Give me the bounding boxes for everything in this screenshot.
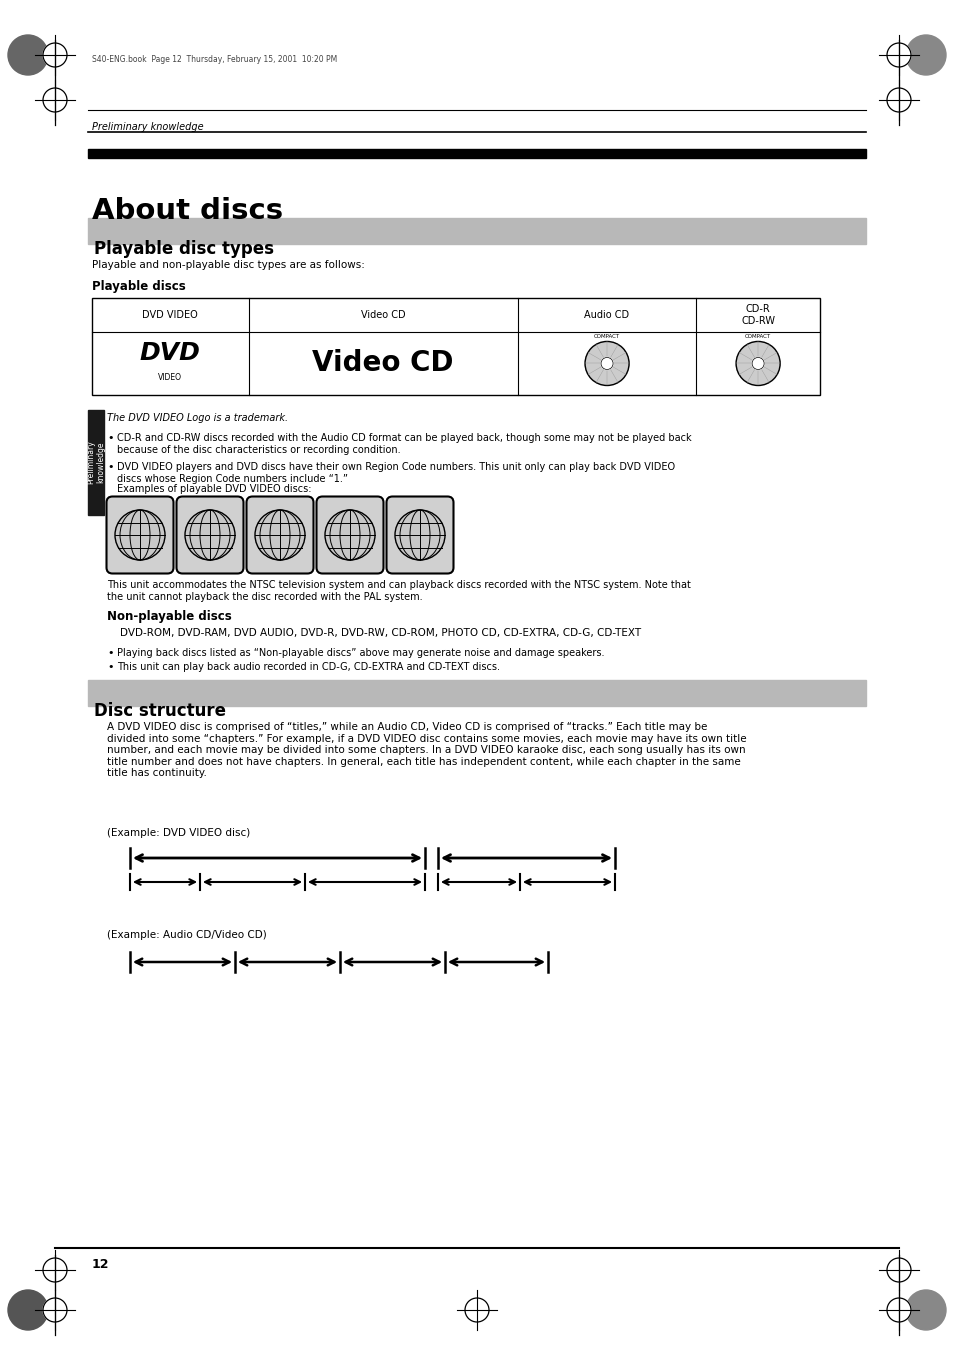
Text: 12: 12	[91, 1258, 110, 1271]
Circle shape	[185, 509, 234, 561]
Circle shape	[8, 35, 48, 76]
Text: A DVD VIDEO disc is comprised of “titles,” while an Audio CD, Video CD is compri: A DVD VIDEO disc is comprised of “titles…	[107, 721, 746, 778]
Bar	[88, 680, 865, 707]
Circle shape	[886, 43, 910, 68]
FancyBboxPatch shape	[246, 497, 314, 574]
Circle shape	[8, 1290, 48, 1329]
FancyBboxPatch shape	[316, 497, 383, 574]
Circle shape	[886, 88, 910, 112]
Text: Preliminary knowledge: Preliminary knowledge	[91, 122, 203, 132]
Text: Playable discs: Playable discs	[91, 280, 186, 293]
Text: This unit accommodates the NTSC television system and can playback discs recorde: This unit accommodates the NTSC televisi…	[107, 580, 690, 601]
Bar	[91, 299, 820, 394]
Circle shape	[886, 1298, 910, 1323]
Circle shape	[736, 342, 780, 385]
Text: Playing back discs listed as “Non-playable discs” above may generate noise and d: Playing back discs listed as “Non-playab…	[117, 648, 604, 658]
Text: Audio CD: Audio CD	[584, 309, 629, 320]
Text: CD-R
CD-RW: CD-R CD-RW	[740, 304, 774, 326]
Circle shape	[115, 509, 165, 561]
Circle shape	[464, 1298, 489, 1323]
Text: VIDEO: VIDEO	[158, 373, 182, 382]
Bar	[91, 299, 820, 394]
Text: CD-R and CD-RW discs recorded with the Audio CD format can be played back, thoug: CD-R and CD-RW discs recorded with the A…	[117, 434, 691, 454]
Circle shape	[886, 1258, 910, 1282]
Circle shape	[254, 509, 305, 561]
FancyBboxPatch shape	[176, 497, 243, 574]
Circle shape	[751, 358, 763, 369]
Text: S40-ENG.book  Page 12  Thursday, February 15, 2001  10:20 PM: S40-ENG.book Page 12 Thursday, February …	[91, 55, 337, 63]
Bar	[88, 409, 104, 515]
FancyBboxPatch shape	[386, 497, 453, 574]
FancyBboxPatch shape	[107, 497, 173, 574]
Text: Playable and non-playable disc types are as follows:: Playable and non-playable disc types are…	[91, 259, 364, 270]
Text: COMPACT: COMPACT	[594, 335, 619, 339]
Text: Video CD: Video CD	[360, 309, 405, 320]
Circle shape	[600, 358, 613, 369]
Text: (Example: Audio CD/Video CD): (Example: Audio CD/Video CD)	[107, 929, 267, 940]
Text: Disc structure: Disc structure	[94, 703, 226, 720]
Text: DVD-ROM, DVD-RAM, DVD AUDIO, DVD-R, DVD-RW, CD-ROM, PHOTO CD, CD-EXTRA, CD-G, CD: DVD-ROM, DVD-RAM, DVD AUDIO, DVD-R, DVD-…	[107, 628, 640, 638]
Text: DVD VIDEO: DVD VIDEO	[142, 309, 198, 320]
Circle shape	[905, 1290, 945, 1329]
Text: DVD VIDEO players and DVD discs have their own Region Code numbers. This unit on: DVD VIDEO players and DVD discs have the…	[117, 462, 675, 484]
Circle shape	[43, 88, 67, 112]
Bar	[88, 149, 865, 158]
Text: Examples of playable DVD VIDEO discs:: Examples of playable DVD VIDEO discs:	[117, 484, 312, 494]
Text: This unit can play back audio recorded in CD-G, CD-EXTRA and CD-TEXT discs.: This unit can play back audio recorded i…	[117, 662, 499, 671]
Text: •: •	[107, 648, 113, 658]
Text: Playable disc types: Playable disc types	[94, 240, 274, 258]
Bar	[88, 218, 865, 245]
Text: The DVD VIDEO Logo is a trademark.: The DVD VIDEO Logo is a trademark.	[107, 413, 288, 423]
Text: Preliminary
knowledge: Preliminary knowledge	[86, 440, 106, 485]
Text: •: •	[107, 662, 113, 671]
Circle shape	[325, 509, 375, 561]
Circle shape	[43, 1258, 67, 1282]
Text: •: •	[107, 462, 113, 471]
Text: (Example: DVD VIDEO disc): (Example: DVD VIDEO disc)	[107, 828, 250, 838]
Text: Non-playable discs: Non-playable discs	[107, 611, 232, 623]
Text: •: •	[107, 434, 113, 443]
Circle shape	[43, 43, 67, 68]
Text: About discs: About discs	[91, 197, 283, 226]
Text: Video CD: Video CD	[313, 350, 454, 377]
Text: COMPACT: COMPACT	[744, 335, 770, 339]
Circle shape	[43, 1298, 67, 1323]
Text: DVD: DVD	[140, 342, 200, 366]
Circle shape	[905, 35, 945, 76]
Circle shape	[395, 509, 444, 561]
Circle shape	[584, 342, 628, 385]
